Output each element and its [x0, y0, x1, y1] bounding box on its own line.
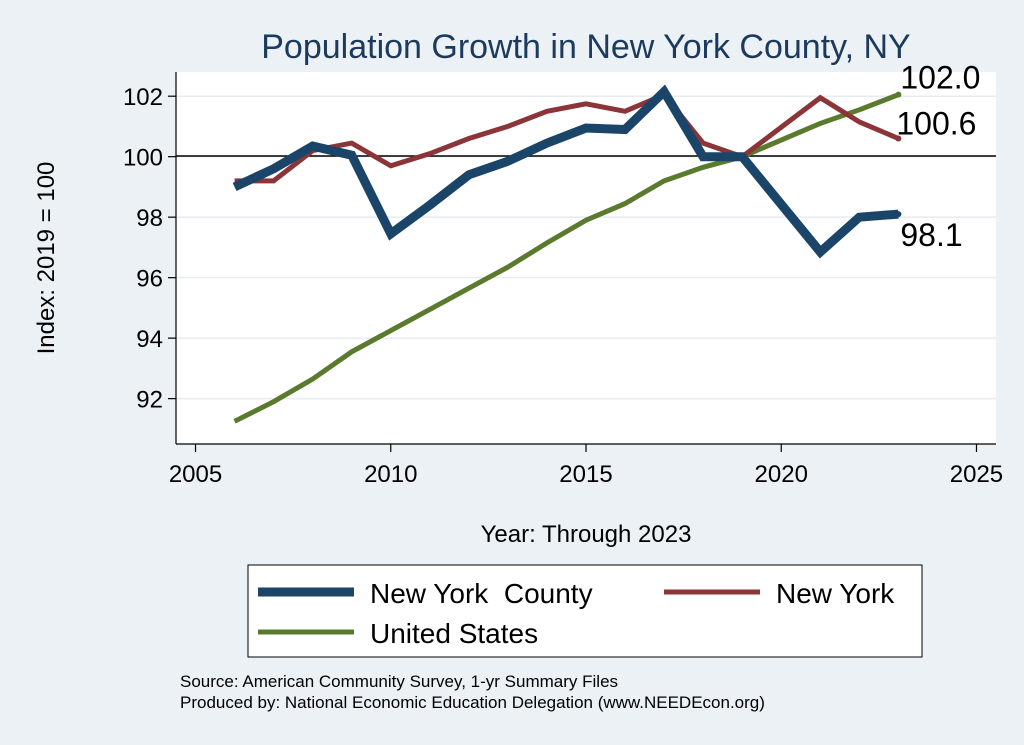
y-tick-label-102: 102 — [123, 84, 163, 111]
legend: New York County New York United States — [247, 564, 923, 658]
legend-label-new-york: New York — [776, 578, 895, 609]
series-endpoint-united-states — [895, 91, 902, 98]
end-label-united-states: 102.0 — [900, 60, 980, 96]
axes: 92 94 96 98 100 102 2005 2010 2015 2020 2025 — [123, 72, 1003, 488]
series-line-united-states — [233, 92, 900, 424]
y-tick-label-92: 92 — [136, 387, 163, 414]
legend-label-united-states: United States — [370, 618, 538, 649]
chart-title: Population Growth in New York County, NY — [261, 28, 911, 66]
y-tick-label-96: 96 — [136, 266, 163, 293]
series-endpoint-new-york — [895, 135, 902, 142]
x-tick-label-2015: 2015 — [559, 461, 612, 488]
x-tick-label-2020: 2020 — [755, 461, 808, 488]
y-tick-label-98: 98 — [136, 205, 163, 232]
legend-label-new-york-county: New York County — [370, 578, 593, 609]
producer-note: Produced by: National Economic Education… — [180, 693, 765, 712]
series-line-new-york — [234, 91, 900, 184]
x-tick-label-2025: 2025 — [950, 461, 1003, 488]
plot-area — [176, 72, 996, 444]
end-label-new-york-county: 98.1 — [900, 217, 962, 253]
x-tick-label-2005: 2005 — [169, 461, 222, 488]
series-endpoint-new-york-county — [895, 211, 902, 218]
y-tick-label-100: 100 — [123, 145, 163, 172]
gridlines — [176, 95, 996, 400]
y-axis-label: Index: 2019 = 100 — [33, 162, 60, 355]
x-axis-label: Year: Through 2023 — [481, 521, 692, 548]
y-tick-label-94: 94 — [136, 326, 163, 353]
end-labels: 98.1 100.6 102.0 — [896, 60, 980, 253]
legend-box — [247, 564, 923, 658]
series-line-new-york-county — [232, 84, 899, 259]
series-lines — [232, 84, 902, 424]
x-tick-label-2010: 2010 — [364, 461, 417, 488]
end-label-new-york: 100.6 — [896, 106, 976, 142]
source-note: Source: American Community Survey, 1-yr … — [180, 672, 618, 691]
